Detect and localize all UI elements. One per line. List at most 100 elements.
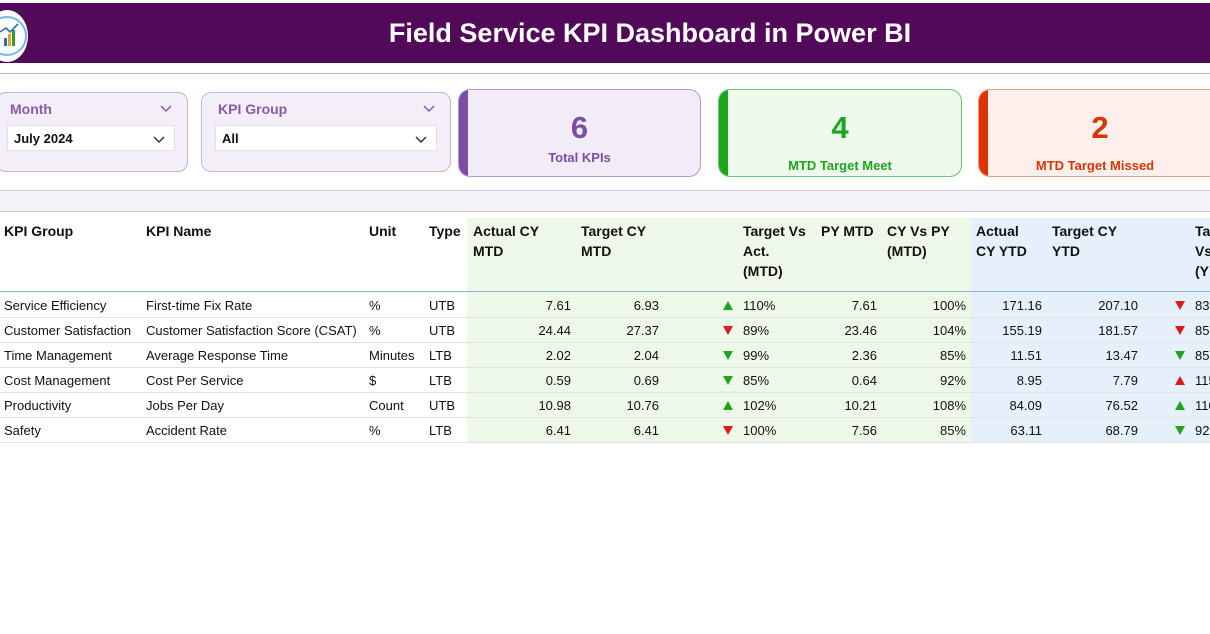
triangle-down-icon xyxy=(1175,351,1185,360)
divider xyxy=(0,190,1210,191)
cell-target-cy-mtd: 6.93 xyxy=(633,298,659,313)
cell-unit: Minutes xyxy=(369,348,415,363)
header-kpi-group[interactable]: KPI Group xyxy=(4,223,74,239)
header-line: MTD xyxy=(581,243,612,259)
header-kpi-name[interactable]: KPI Name xyxy=(146,223,212,239)
triangle-down-icon xyxy=(723,351,733,360)
cell-target-cy-ytd: 68.79 xyxy=(1105,423,1138,438)
cell-target-cy-mtd: 0.69 xyxy=(633,373,659,388)
company-logo xyxy=(0,10,28,62)
total-kpis-label: Total KPIs xyxy=(548,150,611,165)
row-divider xyxy=(0,417,1210,418)
header-actual-cy-mtd[interactable]: Actual CY MTD xyxy=(473,221,539,261)
cell-target-vs-ytd: 85 xyxy=(1195,348,1210,363)
header-line: Actual xyxy=(976,223,1019,239)
cell-cy-vs-py-mtd: 92% xyxy=(939,373,966,388)
cell-actual-cy-mtd: 7.61 xyxy=(545,298,571,313)
cell-type: LTB xyxy=(429,348,452,363)
triangle-down-icon xyxy=(1175,326,1185,335)
triangle-up-icon xyxy=(1175,401,1185,410)
header-target-cy-mtd[interactable]: Target CY MTD xyxy=(581,221,646,261)
table-header-divider xyxy=(0,291,1210,292)
kpi-group-dropdown[interactable]: All xyxy=(215,125,437,151)
cell-target-vs-act-mtd: 85% xyxy=(743,373,770,388)
triangle-up-icon xyxy=(1175,376,1185,385)
header-line: Target CY xyxy=(1052,223,1118,239)
month-dropdown[interactable]: July 2024 xyxy=(7,125,175,151)
header-line: CY YTD xyxy=(976,243,1027,259)
header-target-cy-ytd[interactable]: Target CY YTD xyxy=(1052,221,1117,261)
cell-target-cy-ytd: 181.57 xyxy=(1098,323,1138,338)
ytd-column-group xyxy=(971,218,1210,442)
cell-kpi-group: Cost Management xyxy=(4,373,111,388)
header-type[interactable]: Type xyxy=(429,223,461,239)
row-divider xyxy=(0,342,1210,343)
header-target-vs-act-mtd[interactable]: Target Vs Act. (MTD) xyxy=(743,221,806,281)
cell-kpi-name: Cost Per Service xyxy=(146,373,244,388)
cell-kpi-name: Jobs Per Day xyxy=(146,398,225,413)
month-dropdown-value: July 2024 xyxy=(14,131,73,146)
cell-kpi-group: Safety xyxy=(4,423,41,438)
table-row[interactable]: Safety Accident Rate% LTB 6.41 6.41 100% 7.56 8… xyxy=(0,418,1210,443)
header-line: (MTD) xyxy=(743,263,783,279)
card-accent-bar xyxy=(979,90,988,176)
cell-target-vs-act-mtd: 110% xyxy=(743,298,776,313)
cell-actual-cy-ytd: 155.19 xyxy=(1002,323,1042,338)
header-divider xyxy=(0,73,1210,74)
table-row[interactable]: Time Management Average Response Time Minu… xyxy=(0,343,1210,368)
triangle-down-icon xyxy=(723,376,733,385)
row-divider xyxy=(0,367,1210,368)
cell-cy-vs-py-mtd: 108% xyxy=(932,398,966,413)
cell-type: UTB xyxy=(429,323,455,338)
header-target-vs-ytd[interactable]: Ta Vs (Y xyxy=(1195,221,1210,281)
cell-cy-vs-py-mtd: 100% xyxy=(932,298,966,313)
table-row[interactable]: Cost Management Cost Per Service $ LTB 0.59 0… xyxy=(0,368,1210,393)
cell-target-cy-mtd: 10.76 xyxy=(626,398,659,413)
cell-target-vs-ytd: 110 xyxy=(1195,398,1210,413)
header-line: Target Vs xyxy=(743,223,806,239)
header-line: (MTD) xyxy=(887,243,927,259)
table-row[interactable]: Service Efficiency First-time Fix Rate% UT… xyxy=(0,293,1210,318)
triangle-down-icon xyxy=(723,426,733,435)
cell-py-mtd: 23.46 xyxy=(844,323,877,338)
header-line: Vs xyxy=(1195,243,1210,259)
cell-kpi-name: Accident Rate xyxy=(146,423,227,438)
row-divider xyxy=(0,317,1210,318)
mtd-target-missed-card: 2 MTD Target Missed xyxy=(978,89,1210,177)
header-line: Act. xyxy=(743,243,770,259)
header-py-mtd[interactable]: PY MTD xyxy=(821,223,874,239)
cell-py-mtd: 10.21 xyxy=(844,398,877,413)
month-slicer[interactable]: Month July 2024 xyxy=(0,92,188,172)
chevron-down-icon[interactable] xyxy=(422,101,436,115)
row-divider xyxy=(0,392,1210,393)
chevron-down-icon[interactable] xyxy=(159,101,173,115)
cell-kpi-group: Customer Satisfaction xyxy=(4,323,132,338)
cell-unit: % xyxy=(369,423,381,438)
cell-actual-cy-ytd: 84.09 xyxy=(1009,398,1042,413)
chevron-down-icon[interactable] xyxy=(152,132,166,146)
header-line: CY Vs PY xyxy=(887,223,950,239)
cell-kpi-name: First-time Fix Rate xyxy=(146,298,253,313)
chevron-down-icon[interactable] xyxy=(414,132,428,146)
header-line: MTD xyxy=(473,243,504,259)
table-row[interactable]: Customer Satisfaction Customer Satisfacti… xyxy=(0,318,1210,343)
table-row[interactable]: Productivity Jobs Per Day Count UTB 10.98 10.… xyxy=(0,393,1210,418)
cell-unit: % xyxy=(369,323,381,338)
cell-target-vs-act-mtd: 89% xyxy=(743,323,770,338)
cell-py-mtd: 7.56 xyxy=(851,423,877,438)
cell-target-vs-ytd: 83 xyxy=(1195,298,1210,313)
cell-target-cy-ytd: 207.10 xyxy=(1098,298,1138,313)
cell-actual-cy-ytd: 8.95 xyxy=(1016,373,1042,388)
kpi-group-dropdown-value: All xyxy=(222,131,239,146)
cell-actual-cy-mtd: 2.02 xyxy=(545,348,571,363)
header-unit[interactable]: Unit xyxy=(369,223,397,239)
header-cy-vs-py-mtd[interactable]: CY Vs PY (MTD) xyxy=(887,221,950,261)
cell-py-mtd: 2.36 xyxy=(851,348,877,363)
header-actual-cy-ytd[interactable]: Actual CY YTD xyxy=(976,221,1027,261)
kpi-group-slicer-label: KPI Group xyxy=(218,101,288,117)
cell-actual-cy-mtd: 24.44 xyxy=(538,323,571,338)
mtd-target-missed-value: 2 xyxy=(1091,110,1109,145)
kpi-group-slicer[interactable]: KPI Group All xyxy=(201,92,451,172)
cell-unit: $ xyxy=(369,373,377,388)
cell-actual-cy-ytd: 63.11 xyxy=(1010,423,1042,438)
